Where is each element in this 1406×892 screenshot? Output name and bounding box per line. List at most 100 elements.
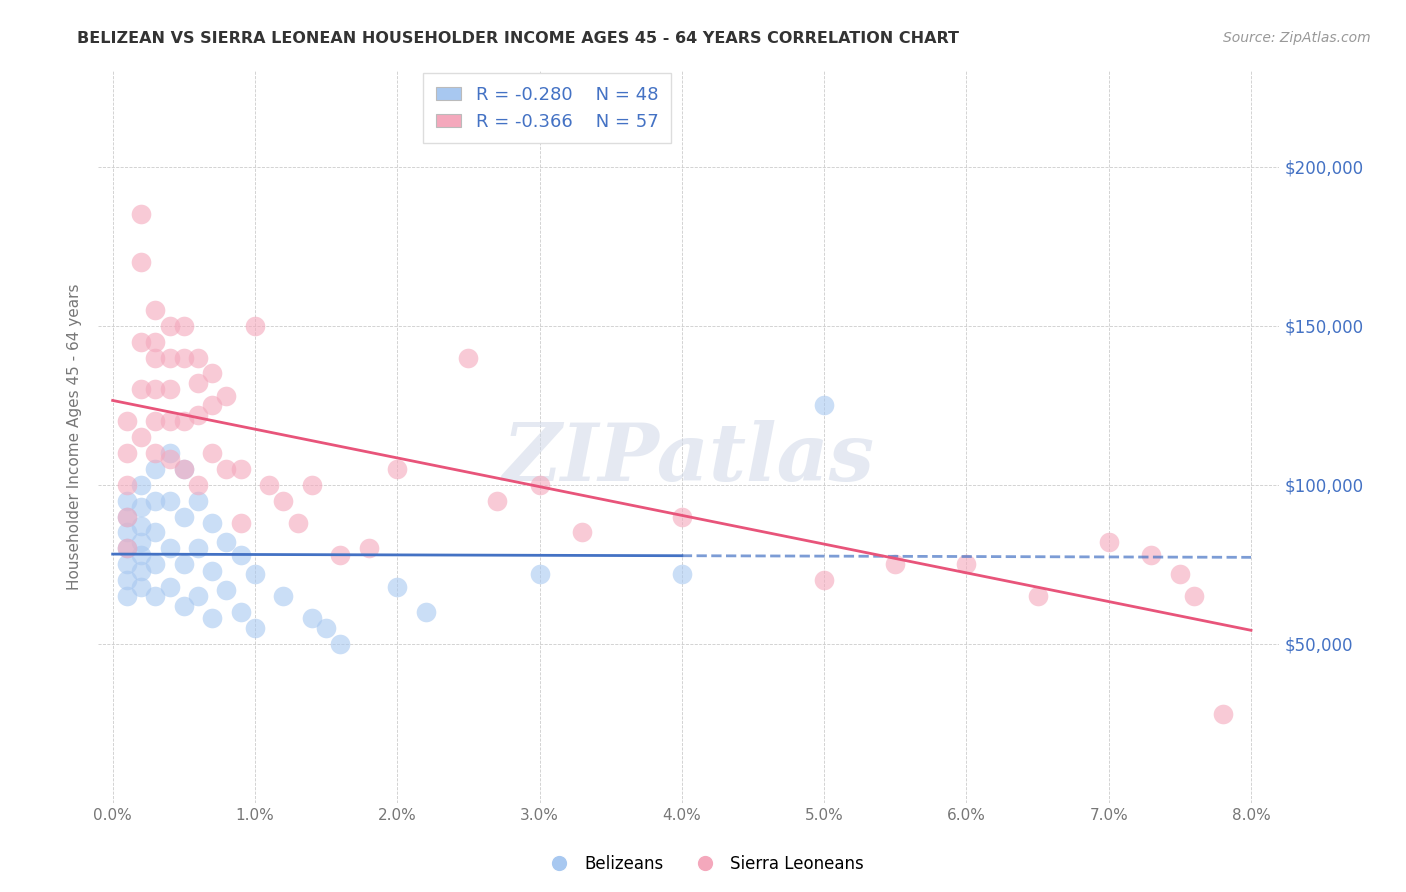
Point xyxy=(671,509,693,524)
Point xyxy=(143,462,166,476)
Point xyxy=(229,548,252,562)
Point xyxy=(115,509,138,524)
Point xyxy=(243,566,266,581)
Point xyxy=(143,302,166,317)
Point xyxy=(187,541,209,556)
Point xyxy=(159,318,181,333)
Point xyxy=(173,318,195,333)
Point xyxy=(159,414,181,428)
Point xyxy=(129,255,152,269)
Point xyxy=(129,477,152,491)
Point xyxy=(315,621,337,635)
Point xyxy=(129,535,152,549)
Point xyxy=(1168,566,1191,581)
Point xyxy=(215,535,238,549)
Point xyxy=(173,462,195,476)
Point xyxy=(173,558,195,572)
Point xyxy=(143,414,166,428)
Point xyxy=(1098,535,1121,549)
Point xyxy=(129,519,152,533)
Point xyxy=(143,351,166,365)
Text: Source: ZipAtlas.com: Source: ZipAtlas.com xyxy=(1223,31,1371,45)
Point xyxy=(143,589,166,603)
Point xyxy=(671,566,693,581)
Point xyxy=(115,414,138,428)
Point xyxy=(1026,589,1049,603)
Point xyxy=(159,580,181,594)
Point xyxy=(159,446,181,460)
Point xyxy=(229,462,252,476)
Point xyxy=(1182,589,1205,603)
Point xyxy=(143,493,166,508)
Point xyxy=(115,477,138,491)
Point xyxy=(115,558,138,572)
Point xyxy=(301,477,323,491)
Point xyxy=(529,477,551,491)
Point xyxy=(1212,706,1234,721)
Point xyxy=(159,493,181,508)
Point xyxy=(229,516,252,530)
Point xyxy=(159,452,181,467)
Point xyxy=(955,558,977,572)
Point xyxy=(329,548,352,562)
Point xyxy=(187,351,209,365)
Point xyxy=(187,493,209,508)
Point xyxy=(201,611,224,625)
Point xyxy=(143,525,166,540)
Point xyxy=(571,525,593,540)
Text: ZIPatlas: ZIPatlas xyxy=(503,420,875,498)
Point xyxy=(129,580,152,594)
Point xyxy=(115,446,138,460)
Y-axis label: Householder Income Ages 45 - 64 years: Householder Income Ages 45 - 64 years xyxy=(67,284,83,591)
Point xyxy=(159,383,181,397)
Point xyxy=(273,493,295,508)
Point xyxy=(229,605,252,619)
Point xyxy=(143,334,166,349)
Point xyxy=(115,589,138,603)
Point xyxy=(529,566,551,581)
Point xyxy=(273,589,295,603)
Point xyxy=(129,548,152,562)
Point xyxy=(173,414,195,428)
Point xyxy=(884,558,907,572)
Text: BELIZEAN VS SIERRA LEONEAN HOUSEHOLDER INCOME AGES 45 - 64 YEARS CORRELATION CHA: BELIZEAN VS SIERRA LEONEAN HOUSEHOLDER I… xyxy=(77,31,959,46)
Point xyxy=(201,516,224,530)
Point xyxy=(159,541,181,556)
Point xyxy=(329,637,352,651)
Point xyxy=(129,500,152,514)
Point xyxy=(813,398,835,412)
Point xyxy=(115,541,138,556)
Point xyxy=(115,541,138,556)
Point xyxy=(215,462,238,476)
Point xyxy=(301,611,323,625)
Point xyxy=(485,493,508,508)
Point xyxy=(187,408,209,422)
Point xyxy=(143,383,166,397)
Point xyxy=(187,589,209,603)
Point xyxy=(215,389,238,403)
Point xyxy=(201,446,224,460)
Point xyxy=(813,573,835,587)
Point xyxy=(387,462,409,476)
Point xyxy=(187,376,209,390)
Point xyxy=(115,509,138,524)
Point xyxy=(1140,548,1163,562)
Point xyxy=(129,207,152,221)
Point xyxy=(173,509,195,524)
Point xyxy=(173,351,195,365)
Point xyxy=(159,351,181,365)
Point xyxy=(243,621,266,635)
Point xyxy=(115,525,138,540)
Point xyxy=(387,580,409,594)
Legend: R = -0.280    N = 48, R = -0.366    N = 57: R = -0.280 N = 48, R = -0.366 N = 57 xyxy=(423,73,671,144)
Point xyxy=(115,573,138,587)
Point xyxy=(143,446,166,460)
Point xyxy=(457,351,479,365)
Point xyxy=(187,477,209,491)
Legend: Belizeans, Sierra Leoneans: Belizeans, Sierra Leoneans xyxy=(536,848,870,880)
Point xyxy=(173,462,195,476)
Point xyxy=(115,493,138,508)
Point xyxy=(201,564,224,578)
Point xyxy=(129,430,152,444)
Point xyxy=(201,367,224,381)
